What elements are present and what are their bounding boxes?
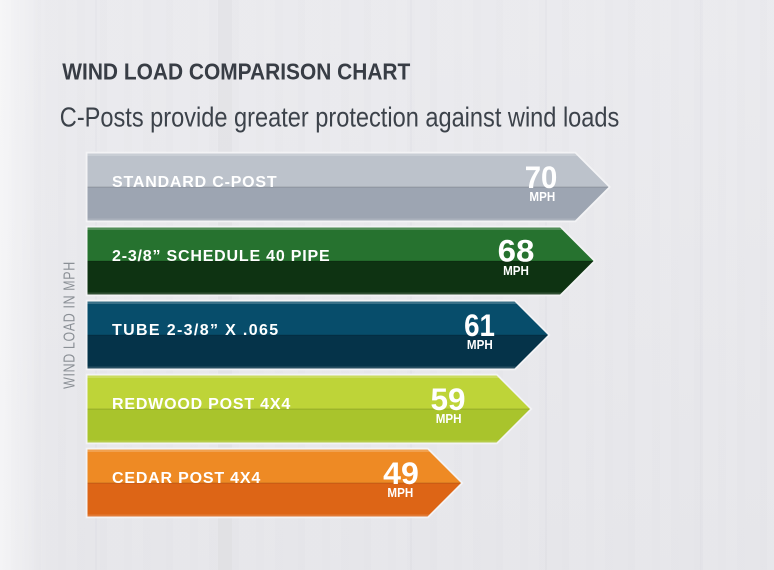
- svg-text:49: 49: [383, 455, 419, 491]
- svg-text:MPH: MPH: [436, 412, 462, 427]
- svg-text:STANDARD C-POST: STANDARD C-POST: [112, 174, 277, 191]
- svg-text:TUBE 2-3/8” X .065: TUBE 2-3/8” X .065: [112, 322, 279, 339]
- svg-text:MPH: MPH: [529, 190, 555, 205]
- svg-text:CEDAR POST 4X4: CEDAR POST 4X4: [112, 470, 261, 487]
- svg-text:68: 68: [498, 233, 535, 268]
- svg-text:61: 61: [464, 308, 495, 343]
- svg-text:MPH: MPH: [387, 486, 413, 501]
- svg-text:70: 70: [525, 160, 558, 195]
- svg-text:2-3/8” SCHEDULE 40 PIPE: 2-3/8” SCHEDULE 40 PIPE: [112, 248, 330, 265]
- svg-text:C-Posts provide greater protec: C-Posts provide greater protection again…: [60, 103, 620, 133]
- svg-text:MPH: MPH: [503, 264, 529, 279]
- svg-text:MPH: MPH: [467, 338, 493, 353]
- svg-text:WIND LOAD COMPARISON CHART: WIND LOAD COMPARISON CHART: [62, 58, 410, 84]
- svg-text:59: 59: [430, 381, 465, 417]
- svg-text:WIND LOAD IN MPH: WIND LOAD IN MPH: [61, 261, 79, 389]
- svg-text:REDWOOD POST 4X4: REDWOOD POST 4X4: [112, 396, 291, 413]
